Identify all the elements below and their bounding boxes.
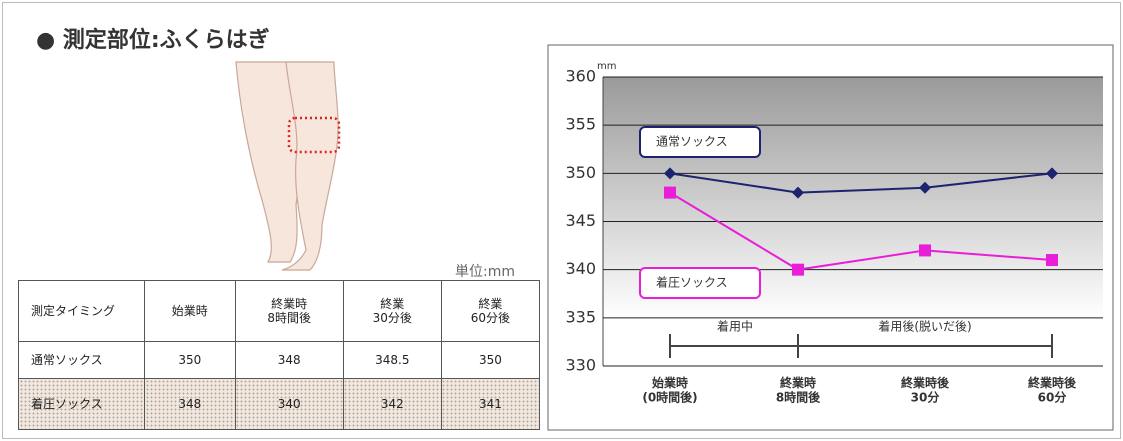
measure-area [287, 116, 341, 154]
legend-label: 通常ソックス [656, 135, 728, 149]
marker [792, 263, 804, 276]
cell: 通常ソックス [18, 341, 145, 379]
y-tick-label: 340 [565, 259, 596, 278]
y-tick-label: 350 [565, 163, 596, 182]
cell: 測定タイミング [18, 280, 145, 342]
legend-box [639, 267, 761, 299]
marker [664, 186, 676, 199]
y-unit: mm [597, 61, 616, 72]
cell: 340 [234, 378, 344, 430]
cell: 着圧ソックス [18, 378, 145, 430]
cell: 342 [342, 378, 442, 430]
cell: 終業時 8時間後 [234, 280, 344, 342]
x-tick-label: 終業時後 60分 [1028, 375, 1077, 404]
table-row: 通常ソックス 350 348 348.5 350 [18, 341, 541, 379]
series-line [669, 172, 1053, 194]
x-tick-label: 始業時(0時間後) [642, 375, 697, 404]
x-tick-label: 終業時後 30分 [901, 375, 950, 404]
y-tick-label: 330 [565, 356, 596, 375]
leg-illustration [235, 61, 339, 271]
marker [919, 181, 931, 194]
marker [919, 244, 931, 257]
table-header: 測定タイミング 始業時 終業時 8時間後 終業 30分後 終業 60分後 [18, 280, 541, 342]
cell: 348 [144, 378, 236, 430]
marker [792, 186, 804, 199]
heading: ● 測定部位:ふくらはぎ [36, 28, 270, 53]
marker [664, 167, 676, 180]
annotation: 着用中 [717, 319, 753, 334]
table-row: 着圧ソックス 348 340 342 341 [18, 378, 541, 430]
x-tick-label: 終業時 8時間後 [776, 375, 821, 404]
series-line [669, 191, 1053, 271]
y-tick-label: 360 [565, 67, 596, 86]
cell: 350 [440, 341, 541, 379]
cell: 341 [440, 378, 541, 430]
cell: 終業 60分後 [440, 280, 541, 342]
legend-label: 着圧ソックス [656, 275, 728, 290]
timeline [669, 334, 1053, 358]
annotation: 着用後(脱いだ後) [878, 319, 971, 334]
marker [1046, 167, 1058, 180]
marker [1046, 254, 1058, 267]
y-tick-label: 345 [565, 211, 596, 230]
y-tick-label: 355 [565, 115, 596, 134]
data-table: 測定タイミング 始業時 終業時 8時間後 終業 30分後 終業 60分後 通常ソックス 3… [18, 280, 541, 430]
legend-box [639, 126, 761, 158]
cell: 終業 30分後 [342, 280, 442, 342]
y-tick-label: 335 [565, 307, 596, 326]
unit-label: 単位:mm [455, 264, 515, 280]
